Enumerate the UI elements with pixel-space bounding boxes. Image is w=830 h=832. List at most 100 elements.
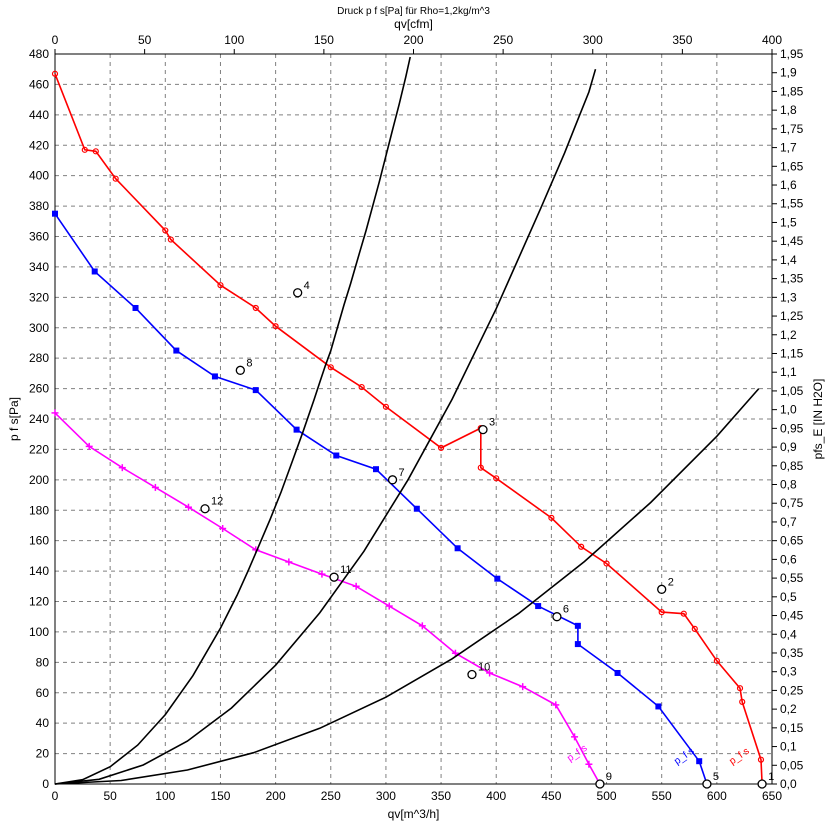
labeled-point-number: 6 [563,604,569,616]
yr-tick: 0,9 [780,440,797,454]
yr-tick: 0,35 [780,646,804,660]
yl-tick: 420 [29,138,49,152]
series-magenta [55,413,600,784]
yl-tick: 40 [36,716,50,730]
xt-tick: 300 [583,33,603,47]
yl-tick: 240 [29,412,49,426]
xt-tick: 250 [493,33,513,47]
yr-tick: 1,6 [780,178,797,192]
y-left-label: p f s[Pa] [7,397,21,441]
yr-tick: 1,15 [780,346,804,360]
yr-tick: 0,8 [780,478,797,492]
yl-tick: 360 [29,230,49,244]
yl-tick: 140 [29,564,49,578]
yl-tick: 180 [29,503,49,517]
xb-tick: 250 [321,789,341,803]
labeled-point [758,780,766,788]
series-red [55,74,762,784]
xb-tick: 350 [431,789,451,803]
yl-tick: 120 [29,595,49,609]
yl-tick: 0 [42,777,49,791]
xb-tick: 50 [103,789,117,803]
labeled-point [201,505,209,513]
labeled-point-number: 9 [606,771,612,783]
series-legend-magenta: p_f s [565,743,589,764]
labeled-point-number: 2 [668,576,674,588]
labeled-point [703,780,711,788]
yl-tick: 160 [29,534,49,548]
yr-tick: 0,85 [780,459,804,473]
xt-tick: 50 [138,33,152,47]
yr-tick: 0,05 [780,758,804,772]
labeled-point [294,289,302,297]
yl-tick: 100 [29,625,49,639]
xb-tick: 300 [376,789,396,803]
xb-tick: 100 [155,789,175,803]
yr-tick: 1,45 [780,234,804,248]
yr-tick: 1,85 [780,84,804,98]
yr-tick: 1,7 [780,141,797,155]
y-right-label: pfs_E [IN H2O] [811,379,825,460]
chart-title: Druck p f s[Pa] für Rho=1,2kg/m^3 [337,6,490,17]
xb-tick: 500 [597,789,617,803]
x-top-label: qv[cfm] [394,17,433,31]
yr-tick: 1,9 [780,66,797,80]
labeled-point-number: 1 [768,771,774,783]
yl-tick: 60 [36,686,50,700]
yr-tick: 0,25 [780,683,804,697]
labeled-point [468,671,476,679]
yl-tick: 260 [29,382,49,396]
yl-tick: 200 [29,473,49,487]
labeled-point [658,585,666,593]
xb-tick: 200 [266,789,286,803]
yr-tick: 0,2 [780,702,797,716]
yr-tick: 1,3 [780,290,797,304]
series-legend-blue: p_f s [672,746,696,767]
yr-tick: 1,4 [780,253,797,267]
labeled-point-number: 7 [399,467,405,479]
xb-tick: 0 [52,789,59,803]
yr-tick: 0,75 [780,496,804,510]
yr-tick: 0,3 [780,665,797,679]
labeled-point [596,780,604,788]
labeled-point-number: 5 [713,771,719,783]
yr-tick: 1,0 [780,403,797,417]
yl-tick: 440 [29,108,49,122]
labeled-point-number: 8 [246,357,252,369]
xb-tick: 650 [762,789,782,803]
xt-tick: 100 [224,33,244,47]
series-sys1 [55,57,410,784]
yr-tick: 0,1 [780,740,797,754]
yr-tick: 0,6 [780,552,797,566]
labeled-point-number: 11 [340,564,351,576]
yr-tick: 1,65 [780,159,804,173]
labeled-point [330,573,338,581]
yr-tick: 1,75 [780,122,804,136]
yl-tick: 280 [29,351,49,365]
xt-tick: 0 [52,33,59,47]
yr-tick: 0,5 [780,590,797,604]
yr-tick: 0,15 [780,721,804,735]
labeled-point-number: 4 [304,280,310,292]
yl-tick: 300 [29,321,49,335]
yl-tick: 460 [29,77,49,91]
yr-tick: 0,45 [780,609,804,623]
yr-tick: 1,55 [780,197,804,211]
labeled-point [236,366,244,374]
xb-tick: 550 [652,789,672,803]
xt-tick: 350 [672,33,692,47]
xb-tick: 600 [707,789,727,803]
xt-tick: 400 [762,33,782,47]
yr-tick: 1,1 [780,365,797,379]
series-sys2 [55,69,596,784]
xb-tick: 150 [210,789,230,803]
yr-tick: 0,7 [780,515,797,529]
yr-tick: 1,95 [780,47,804,61]
xb-tick: 400 [486,789,506,803]
yl-tick: 220 [29,442,49,456]
labeled-point [389,476,397,484]
yr-tick: 1,05 [780,384,804,398]
yr-tick: 0,65 [780,534,804,548]
series-blue [55,214,707,784]
yr-tick: 1,25 [780,309,804,323]
